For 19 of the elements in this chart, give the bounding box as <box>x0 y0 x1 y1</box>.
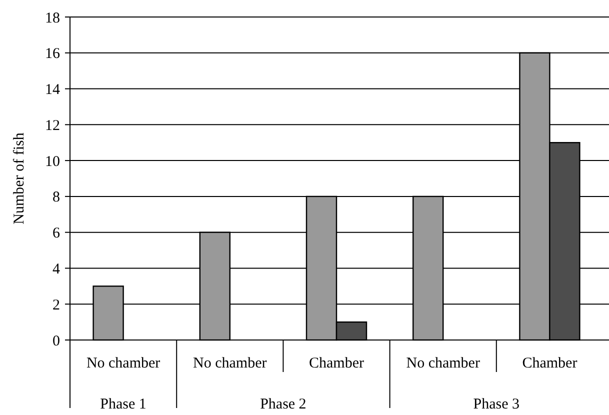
text: Phase 3 <box>473 396 520 412</box>
x-tick-label: Chamber <box>522 355 578 372</box>
y-tick-label: 10 <box>45 154 60 170</box>
y-tick-label: 18 <box>45 10 60 26</box>
x-tick-label: No chamber <box>193 355 267 372</box>
x-tick-label: Chamber <box>309 355 364 372</box>
x-tick-label: No chamber <box>406 355 480 372</box>
y-axis-title: Number of fish <box>11 132 28 224</box>
text: Phase 2 <box>260 396 306 412</box>
y-tick-label: 2 <box>52 297 60 314</box>
x-tick-label: No chamber <box>86 355 160 372</box>
y-tick-label: 16 <box>45 46 60 62</box>
y-tick-label: 14 <box>45 82 60 98</box>
y-tick-label: 0 <box>52 333 60 350</box>
y-tick-label: 12 <box>45 118 60 134</box>
y-tick-label: 4 <box>52 261 60 278</box>
y-tick-label: 6 <box>52 226 60 242</box>
y-tick-label: 8 <box>52 190 60 206</box>
text: Phase 1 <box>100 396 146 412</box>
